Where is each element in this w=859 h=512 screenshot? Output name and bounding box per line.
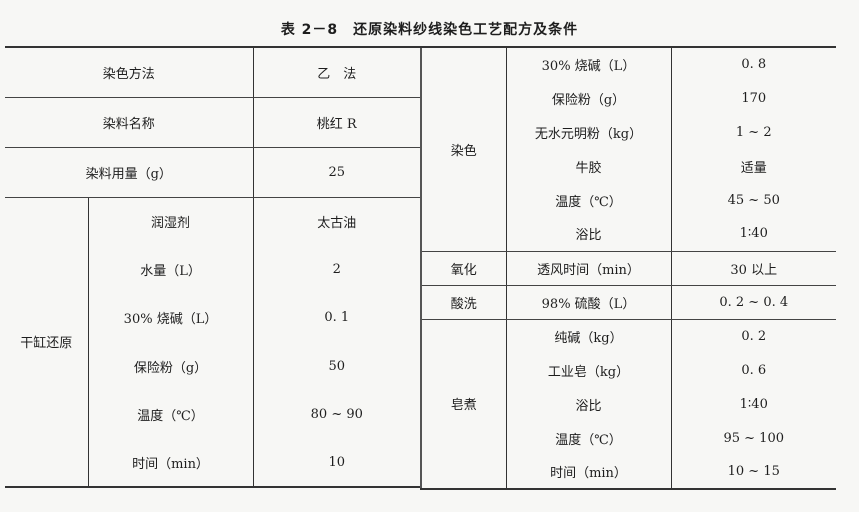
table-row: 温度（℃） 95 ~ 100 xyxy=(421,421,836,455)
param-value: 50 xyxy=(328,358,346,374)
table-row: 浴比 1∶40 xyxy=(421,387,836,421)
param-label: 牛胶 xyxy=(506,149,672,183)
group-label: 氧化 xyxy=(421,251,507,286)
table-title: 表 2－8 还原染料纱线染色工艺配方及条件 xyxy=(280,22,579,38)
table-row: 酸洗 98% 硫酸（L） 0. 2 ~ 0. 4 xyxy=(421,285,836,320)
param-value: 30 以上 xyxy=(671,251,836,286)
param-value: 170 xyxy=(741,90,767,106)
param-label: 时间（min） xyxy=(506,455,672,489)
param-value: 1∶40 xyxy=(671,217,836,252)
param-label: 无水元明粉（kg） xyxy=(506,115,672,149)
table-row: 温度（℃） 80 ~ 90 xyxy=(5,390,420,439)
param-value: 45 ~ 50 xyxy=(727,192,780,208)
group-label: 皂煮 xyxy=(421,319,507,489)
param-label: 水量（L） xyxy=(88,245,254,294)
param-value: 0. 8 xyxy=(741,57,767,72)
param-value: 0. 6 xyxy=(741,362,767,378)
param-value: 10 xyxy=(328,454,346,470)
param-label: 染色方法 xyxy=(5,47,254,98)
param-label: 保险粉（g） xyxy=(506,81,672,115)
param-label: 浴比 xyxy=(506,217,672,252)
param-label: 染料用量（g） xyxy=(5,147,254,198)
param-label: 纯碱（kg） xyxy=(506,319,672,353)
group-label: 干缸还原 xyxy=(5,197,89,487)
table-row: 染料名称 桃红 R xyxy=(5,97,421,148)
param-value: 1 ~ 2 xyxy=(735,124,772,140)
table-row: 干缸还原 润湿剂 太古油 xyxy=(5,197,420,487)
group-label: 酸洗 xyxy=(421,285,507,320)
param-label: 保险粉（g） xyxy=(88,341,254,391)
table-row: 水量（L） 2 xyxy=(5,245,420,294)
param-label: 30% 烧碱（L） xyxy=(506,47,672,81)
table-row: 染色 30% 烧碱（L） 0. 8 xyxy=(421,47,836,252)
param-label: 时间（min） xyxy=(88,438,254,487)
param-label: 染料名称 xyxy=(5,97,254,148)
param-value: 2 xyxy=(332,261,341,277)
param-value: 25 xyxy=(253,147,421,198)
group-label: 染色 xyxy=(421,47,507,252)
table-row: 皂煮 纯碱（kg） 0. 2 xyxy=(421,319,836,489)
recipe-table-left: 染色方法乙 法染料名称 桃红 R 染料用量（g） 25 干缸还原 润湿剂 太古油 水量（L） 2… xyxy=(5,46,421,488)
table-row: 时间（min） 10 xyxy=(5,438,420,487)
table-row: 氧化 透风时间（min） 30 以上 xyxy=(421,251,836,286)
table-row: 保险粉（g） 50 xyxy=(5,341,420,391)
table-row: 时间（min） 10 ~ 15 xyxy=(421,455,836,489)
param-value: 95 ~ 100 xyxy=(723,430,784,446)
param-label: 润湿剂 xyxy=(88,197,254,246)
table-row: 无水元明粉（kg） 1 ~ 2 xyxy=(421,115,836,149)
param-value: 0. 2 ~ 0. 4 xyxy=(671,285,836,320)
recipe-table-right: 染色 30% 烧碱（L） 0. 8 保险粉（g） 170 无水元明粉（kg） 1 ~ 2 牛胶… xyxy=(420,46,836,490)
table-row: 保险粉（g） 170 xyxy=(421,81,836,115)
table-row: 30% 烧碱（L） 0. 1 xyxy=(5,293,420,342)
param-value: 太古油 xyxy=(317,215,357,231)
table-row: 牛胶 适量 xyxy=(421,149,836,183)
param-label: 温度（℃） xyxy=(88,390,254,439)
param-value: 80 ~ 90 xyxy=(310,406,363,422)
table-row: 温度（℃） 45 ~ 50 xyxy=(421,183,836,217)
param-value: 适量 xyxy=(740,160,767,176)
param-value: 10 ~ 15 xyxy=(727,464,780,479)
table-row: 浴比 1∶40 xyxy=(421,217,836,252)
param-value: 乙 法 xyxy=(253,47,421,98)
table-row: 工业皂（kg） 0. 6 xyxy=(421,353,836,387)
param-label: 温度（℃） xyxy=(506,421,672,455)
param-label: 30% 烧碱（L） xyxy=(88,293,254,342)
param-label: 透风时间（min） xyxy=(506,251,672,286)
param-value: 1∶40 xyxy=(739,396,768,412)
param-value: 0. 1 xyxy=(324,310,350,326)
param-value: 桃红 R xyxy=(253,97,421,148)
param-label: 温度（℃） xyxy=(506,183,672,217)
param-label: 浴比 xyxy=(506,387,672,421)
table-row: 染料用量（g） 25 xyxy=(5,147,421,198)
table-row: 染色方法乙 法 xyxy=(5,47,421,98)
param-label: 98% 硫酸（L） xyxy=(506,285,672,320)
param-value: 0. 2 xyxy=(741,328,767,344)
param-label: 工业皂（kg） xyxy=(506,353,672,387)
